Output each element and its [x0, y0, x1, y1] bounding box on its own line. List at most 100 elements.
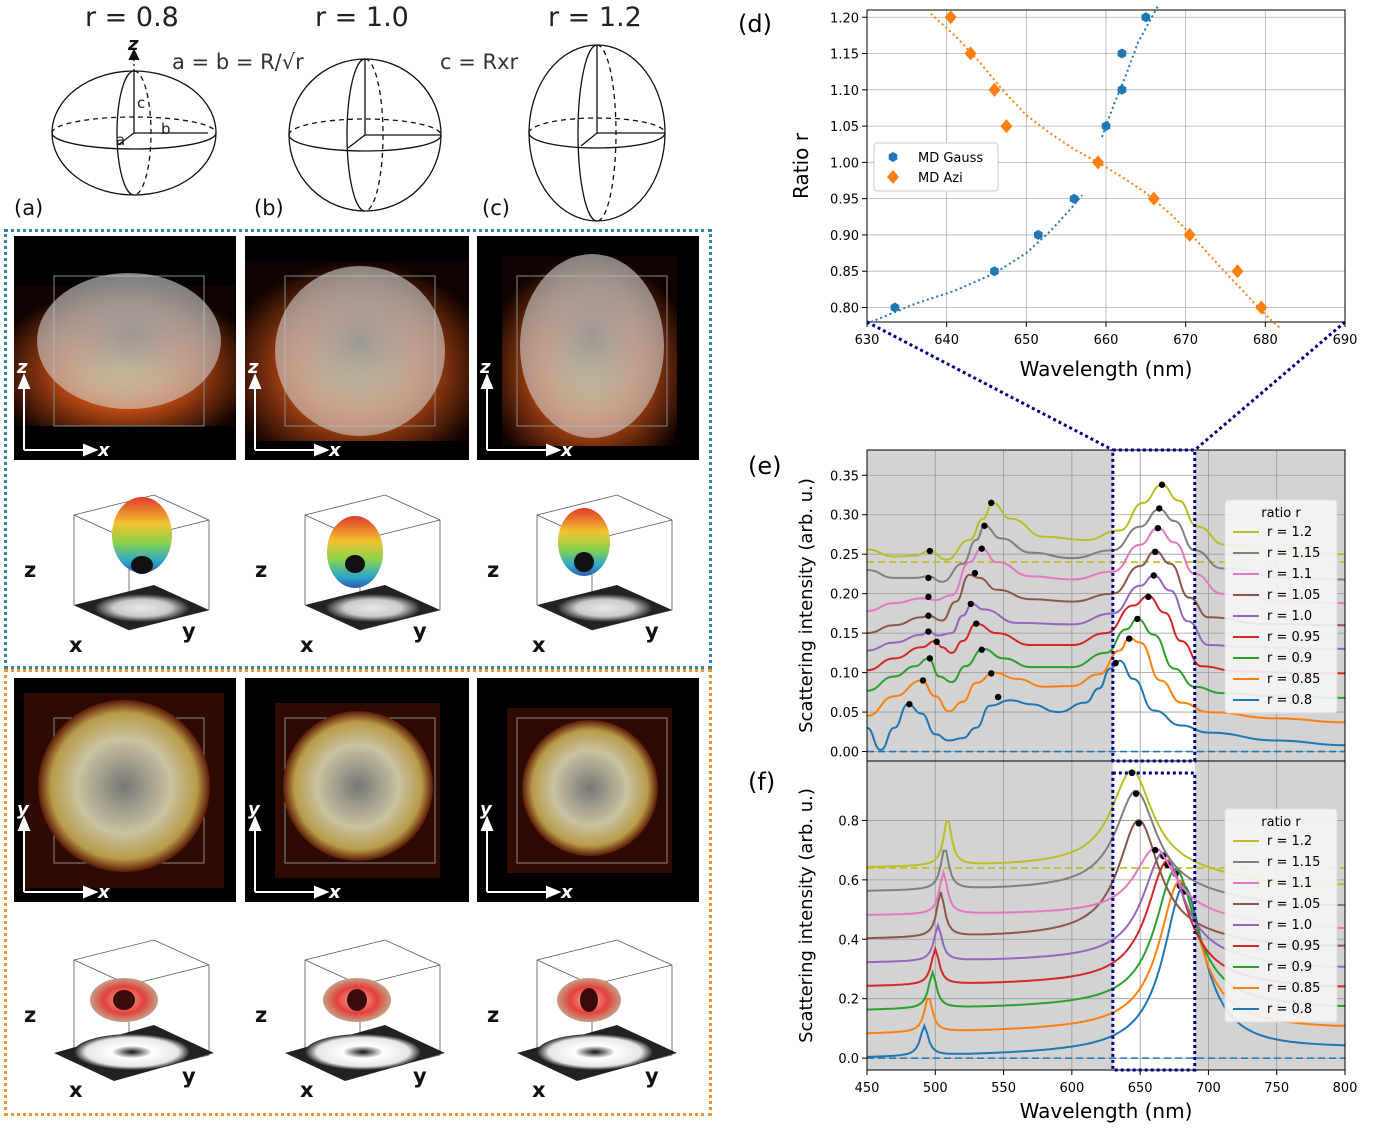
field-label-x-5: x [560, 882, 574, 902]
f-legend-label-1: r = 1.15 [1267, 855, 1320, 870]
field-label-z-2: z [479, 357, 491, 378]
d-xtick-label-6: 690 [1333, 333, 1358, 348]
formula-ab: a = b = R/√r [172, 50, 304, 74]
e-legend-label-3: r = 1.05 [1267, 588, 1320, 603]
f-legend-title: ratio r [1261, 815, 1301, 830]
e-ylabel: Scattering intensity (arb. u.) [796, 478, 817, 733]
e-zoom-box [1111, 448, 1197, 763]
ratio-title-0: r = 0.8 [85, 2, 179, 33]
d-fit-gauss-lower [870, 194, 1083, 323]
d-xtick-label-2: 650 [1014, 333, 1039, 348]
d-legend-box [873, 142, 999, 192]
d-azi-point-3 [1000, 119, 1013, 134]
field-label-y-0: y [17, 799, 30, 820]
d-gauss-point-7 [1141, 12, 1151, 23]
f-xlabel: Wavelength (nm) [1020, 1099, 1193, 1123]
pattern-z-3: z [24, 1003, 36, 1027]
e-legend-label-6: r = 0.9 [1267, 651, 1312, 666]
frame-azimuthal [4, 669, 712, 1116]
e-ytick-label-0: 0.00 [830, 746, 859, 761]
e-peak-6-0 [925, 593, 932, 601]
d-panel-label: (d) [738, 10, 772, 38]
e-peak-5-2 [1151, 548, 1159, 556]
e-peak-8-1 [988, 499, 995, 507]
d-gauss-point-1 [990, 266, 999, 277]
pattern-x-0: x [69, 633, 83, 655]
spheroid-b-label: b [161, 120, 171, 138]
e-legend-label-2: r = 1.1 [1267, 567, 1312, 582]
f-xtick-label-2: 550 [991, 1081, 1016, 1096]
f-xtick-label-7: 800 [1333, 1081, 1358, 1096]
e-peak-6-2 [1154, 524, 1162, 532]
d-ytick-label-6: 1.10 [830, 84, 859, 99]
e-legend-title: ratio r [1261, 506, 1301, 521]
pattern-y-4: y [413, 1064, 427, 1088]
f-xtick-label-3: 600 [1059, 1081, 1084, 1096]
e-peak-2-0 [926, 655, 934, 662]
d-ylabel: Ratio r [789, 132, 813, 199]
e-peak-1-2 [1126, 635, 1133, 642]
e-peak-5-1 [971, 569, 979, 577]
e-legend-label-1: r = 1.15 [1267, 546, 1320, 561]
pattern-z-4: z [255, 1003, 267, 1027]
e-peak-2-1 [978, 646, 985, 653]
d-gauss-point-5 [1117, 84, 1127, 95]
f-legend-label-6: r = 0.9 [1267, 960, 1312, 975]
d-ytick-label-5: 1.05 [830, 120, 859, 135]
field-label-x-3: x [97, 882, 111, 902]
f-xtick-label-5: 700 [1196, 1081, 1221, 1096]
e-peak-8-0 [926, 547, 934, 555]
d-xlabel: Wavelength (nm) [1020, 357, 1193, 381]
e-peak-1-1 [988, 670, 995, 677]
e-peak-0-1 [994, 693, 1002, 701]
f-legend-label-8: r = 0.8 [1267, 1002, 1312, 1017]
field-axes-gauss: z x z x z x [16, 357, 574, 460]
d-gauss-point-3 [1069, 193, 1079, 204]
d-ytick-label-2: 0.90 [830, 229, 859, 244]
e-ytick-label-1: 0.05 [830, 706, 859, 721]
d-xtick-label-4: 670 [1173, 333, 1198, 348]
radiation-patterns-gauss: z x y z x y z x y [24, 494, 673, 655]
d-azi-point-6 [1183, 227, 1196, 242]
e-peak-1-0 [919, 677, 927, 684]
e-peak-6-1 [978, 545, 985, 552]
e-peak-3-2 [1145, 593, 1152, 601]
field-label-x-2: x [560, 440, 574, 460]
frame-gaussian [4, 229, 712, 669]
d-gauss-point-6 [1117, 48, 1127, 59]
d-legend-gauss-marker [888, 152, 898, 162]
d-xtick-label-5: 680 [1253, 333, 1278, 348]
pattern-y-5: y [645, 1064, 659, 1088]
f-legend-label-7: r = 0.85 [1267, 981, 1320, 996]
e-ytick-label-4: 0.20 [830, 588, 859, 603]
e-peak-4-2 [1150, 572, 1158, 579]
spheroid-z-label: z [127, 34, 139, 55]
field-image-gauss-0 [14, 236, 236, 460]
f-axes-frame [866, 760, 1346, 1071]
field-label-y-1: y [248, 799, 261, 820]
e-panel-label: (e) [748, 452, 782, 480]
d-ytick-label-3: 0.95 [830, 193, 859, 208]
e-peak-7-1 [981, 522, 988, 529]
field-image-azi-0 [14, 678, 236, 902]
e-peak-0-0 [906, 700, 913, 708]
formula-c: c = Rxr [440, 50, 519, 74]
e-peak-3-1 [973, 620, 980, 627]
pattern-y-1: y [413, 619, 427, 643]
d-azi-point-5 [1147, 191, 1160, 206]
e-peak-8-2 [1158, 481, 1166, 488]
d-azi-point-2 [988, 82, 1001, 97]
ratio-title-1: r = 1.0 [315, 2, 409, 33]
spheroid-prolate [528, 44, 666, 222]
e-peak-4-1 [967, 600, 974, 608]
f-panel-label: (f) [748, 768, 775, 796]
field-label-x-0: x [97, 440, 111, 460]
d-ytick-label-4: 1.00 [830, 156, 859, 171]
e-legend-label-8: r = 0.8 [1267, 693, 1312, 708]
pattern-x-1: x [300, 633, 314, 655]
d-azi-point-4 [1092, 155, 1105, 170]
f-legend-label-0: r = 1.2 [1267, 834, 1312, 849]
f-ytick-label-4: 0.8 [838, 814, 859, 829]
d-azi-point-7 [1231, 264, 1244, 279]
